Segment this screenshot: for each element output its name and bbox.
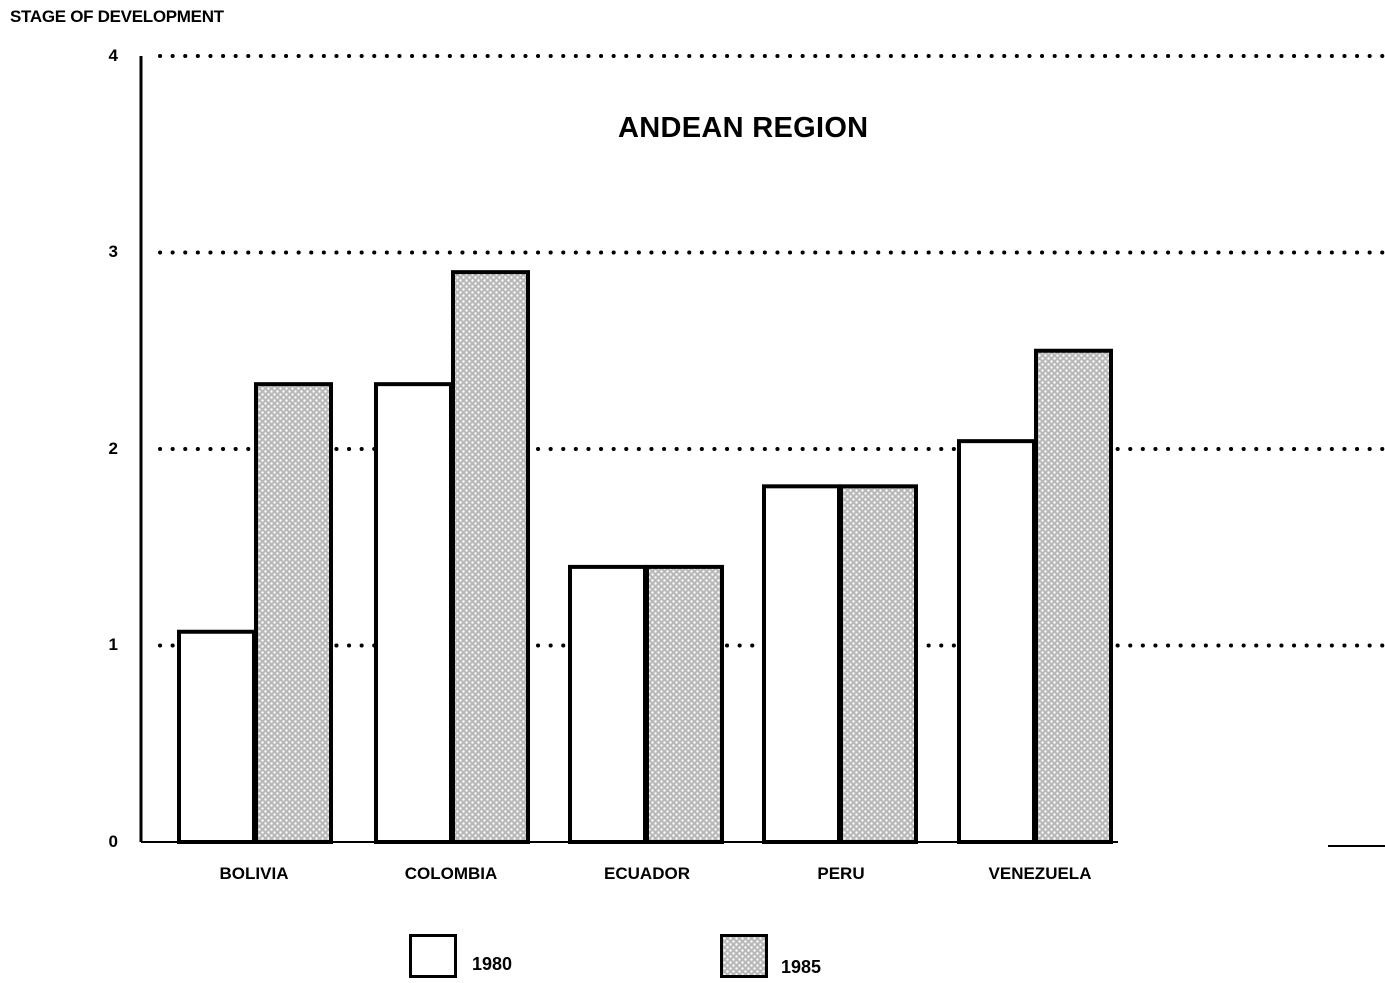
x-category-label: BOLIVIA: [219, 864, 289, 883]
bar-1980-venezuela: [957, 439, 1036, 844]
legend-swatch-1980: [409, 934, 457, 978]
chart-title: ANDEAN REGION: [618, 112, 869, 144]
bar-1980-ecuador: [568, 564, 647, 845]
y-axis-title: STAGE OF DEVELOPMENT: [10, 7, 224, 26]
y-tick-label: 2: [108, 439, 118, 458]
bar-1985-venezuela: [1034, 348, 1113, 844]
bar-1980-peru: [762, 484, 841, 844]
grid-lines: [158, 54, 1385, 648]
bar-1980-colombia: [374, 382, 453, 844]
bars-group: [177, 270, 1113, 845]
y-tick-label: 1: [108, 635, 118, 654]
bar-1980-bolivia: [177, 629, 256, 844]
y-tick-label: 4: [108, 46, 118, 65]
x-category-label: ECUADOR: [604, 864, 690, 883]
legend-label-1980: 1980: [472, 954, 513, 974]
legend-swatch-1985: [720, 934, 768, 978]
y-tick-label: 0: [108, 832, 118, 851]
bar-1985-ecuador: [645, 564, 724, 845]
y-tick-label: 3: [108, 242, 118, 261]
bar-1985-colombia: [451, 270, 530, 844]
x-category-label: VENEZUELA: [988, 864, 1092, 883]
bar-1985-peru: [839, 484, 918, 844]
legend-label-1985: 1985: [781, 957, 822, 977]
x-category-label: COLOMBIA: [404, 864, 498, 883]
bar-1985-bolivia: [254, 382, 333, 844]
x-category-label: PERU: [817, 864, 865, 883]
